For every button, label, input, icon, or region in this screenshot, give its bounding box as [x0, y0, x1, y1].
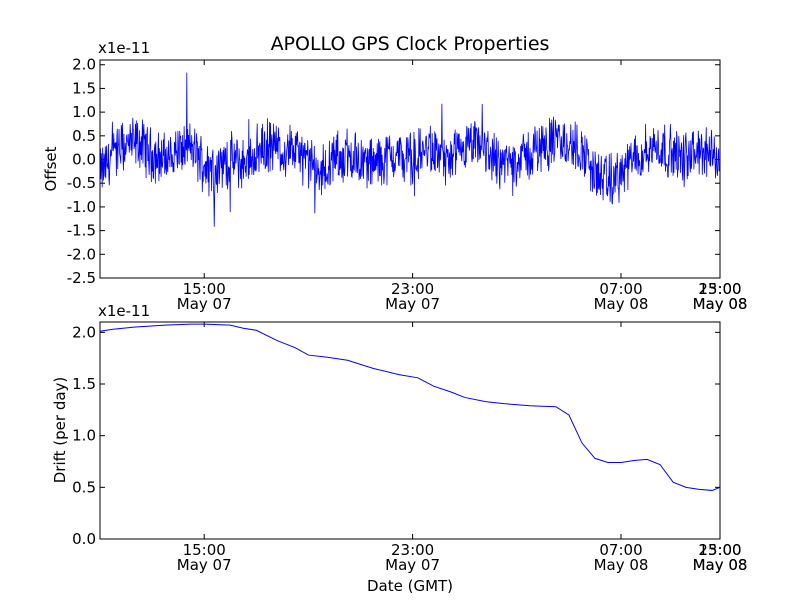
x-tick-date-label: May 07: [385, 295, 440, 313]
y-tick-label: 0.0: [72, 151, 96, 169]
y-tick-label: 0.5: [72, 478, 96, 496]
drift-plot-frame: [99, 321, 721, 540]
chart-title: APOLLO GPS Clock Properties: [271, 33, 550, 55]
y-tick-label: 2.0: [72, 56, 96, 74]
x-tick-date-label: May 08: [693, 295, 748, 313]
x-tick-time-label: 15:00: [698, 280, 741, 298]
x-tick-time-label: 23:00: [698, 541, 741, 559]
x-tick-date-label: May 08: [594, 295, 649, 313]
y-tick-label: 0.0: [72, 530, 96, 548]
y-tick-label: 1.5: [72, 375, 96, 393]
x-tick-date-label: May 08: [693, 295, 748, 313]
offset-multiplier-label: x1e-11: [98, 39, 150, 57]
x-axis-label: Date (GMT): [367, 577, 453, 595]
x-tick-date-label: May 07: [177, 556, 232, 574]
y-tick-label: 1.0: [72, 103, 96, 121]
x-tick-date-label: May 08: [693, 556, 748, 574]
y-tick-label: 1.0: [72, 427, 96, 445]
y-tick-label: 2.0: [72, 323, 96, 341]
offset-axis-ticks: -2.5 -2.0 -1.5 -1.0 -0.5 0.0 0.5 1.0 1.5 2.0 15:00…: [67, 56, 748, 313]
x-tick-time-label: 07:00: [599, 541, 642, 559]
y-tick-label: -1.0: [67, 198, 96, 216]
x-tick-time-label: 15:00: [698, 541, 741, 559]
x-tick-date-label: May 07: [177, 295, 232, 313]
offset-panel: x1e-11 Offset -2.5 -2.0 -1.5 -1.0 -0.5 0.0 0.5…: [42, 39, 747, 313]
drift-y-axis-label: Drift (per day): [51, 377, 69, 484]
x-tick-time-label: 23:00: [698, 280, 741, 298]
y-tick-label: -2.0: [67, 245, 96, 263]
x-tick-date-label: May 07: [385, 556, 440, 574]
y-tick-label: 1.5: [72, 79, 96, 97]
x-tick-time-label: 23:00: [391, 280, 434, 298]
x-tick-time-label: 23:00: [391, 541, 434, 559]
offset-series: [99, 72, 721, 227]
drift-series: [99, 323, 721, 524]
drift-multiplier-label: x1e-11: [98, 302, 150, 320]
x-tick-time-label: 15:00: [183, 541, 226, 559]
drift-line: [99, 323, 721, 524]
offset-plot-frame: [99, 59, 721, 279]
x-tick-time-label: 07:00: [599, 280, 642, 298]
x-tick-date-label: May 08: [693, 556, 748, 574]
y-tick-label: -2.5: [67, 269, 96, 287]
y-tick-label: -0.5: [67, 174, 96, 192]
drift-panel: x1e-11 Drift (per day) 0.0 0.5 1.0 1.5 2.0 15…: [51, 302, 747, 574]
x-tick-date-label: May 08: [594, 556, 649, 574]
x-tick-time-label: 15:00: [183, 280, 226, 298]
offset-line: [99, 72, 721, 227]
y-tick-label: 0.5: [72, 127, 96, 145]
offset-y-axis-label: Offset: [42, 146, 60, 191]
y-tick-label: -1.5: [67, 222, 96, 240]
